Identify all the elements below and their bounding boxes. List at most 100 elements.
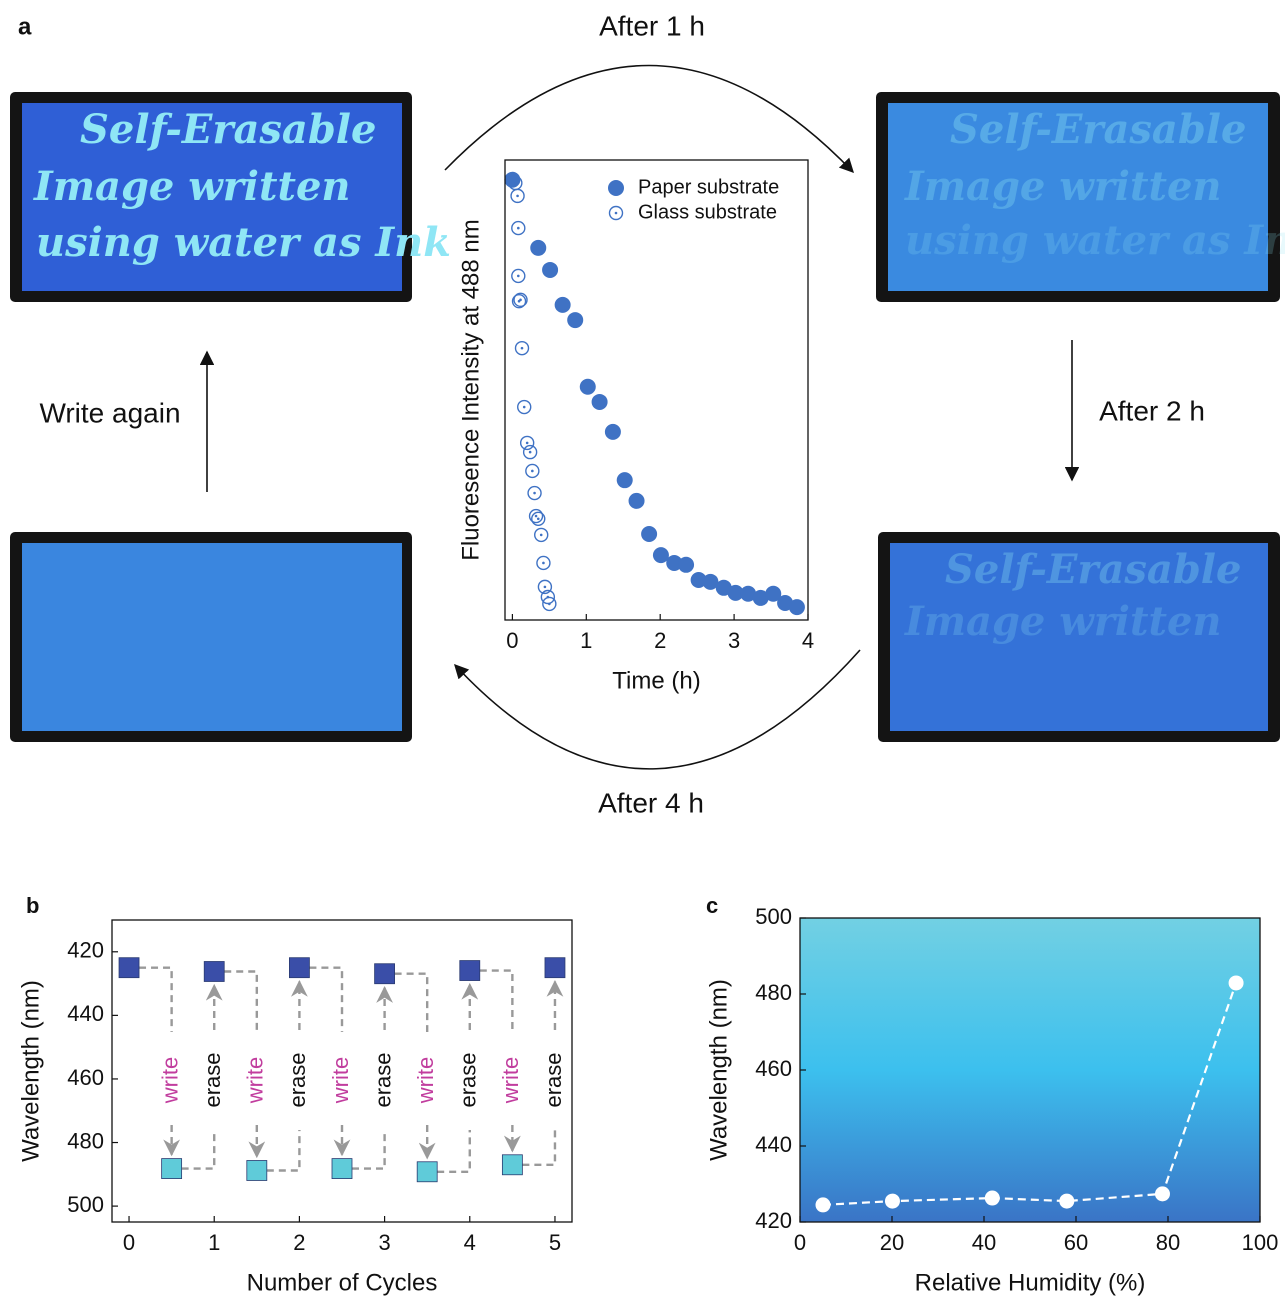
marker-ring: [514, 340, 530, 356]
photo-text: Image written: [904, 598, 1221, 645]
plot-background: [800, 918, 1260, 1222]
marker-dot: [516, 194, 519, 198]
marker-dot: [539, 533, 543, 537]
marker: [815, 1197, 831, 1213]
line: [822, 982, 1238, 1206]
erase-label: erase: [200, 1052, 225, 1107]
photo-text: Self-Erasable: [80, 106, 376, 153]
y-tick-label: 440: [755, 1132, 792, 1157]
photo-text: Image written: [33, 163, 350, 210]
marker-ring: [517, 399, 532, 415]
marker: [501, 1154, 523, 1176]
marker: [608, 180, 624, 196]
marker: [511, 268, 526, 284]
marker: [567, 312, 584, 329]
erase-label: erase: [285, 1052, 310, 1107]
marker: [517, 399, 532, 415]
marker: [984, 1190, 1000, 1206]
marker: [161, 1158, 183, 1179]
marker-dot: [522, 405, 526, 409]
x-axis-label: Time (h): [612, 667, 700, 694]
marker: [374, 963, 395, 985]
y-tick-label: 480: [755, 980, 792, 1005]
y-tick-label: 460: [755, 1056, 792, 1081]
marker: [666, 554, 683, 571]
marker-ring: [528, 508, 544, 524]
x-tick-label: 4: [802, 628, 814, 653]
marker-ring: [540, 589, 556, 605]
y-tick-label: 500: [67, 1192, 104, 1217]
marker-ring: [527, 485, 542, 501]
marker: [1228, 975, 1244, 991]
plot-frame: [799, 917, 1261, 1223]
marker-dot: [534, 514, 538, 518]
marker: [528, 508, 544, 524]
marker: [416, 1161, 438, 1183]
y-tick-label: 480: [67, 1128, 104, 1153]
marker: [740, 585, 757, 602]
marker: [604, 423, 621, 440]
marker-dot: [548, 602, 551, 606]
marker-ring: [542, 596, 557, 612]
marker-ring: [536, 555, 551, 571]
x-tick-label: 2: [293, 1230, 305, 1255]
x-tick-label: 100: [1242, 1230, 1279, 1255]
x-tick-label: 5: [549, 1230, 561, 1255]
cycle-arrow: [444, 64, 854, 174]
y-tick-label: 500: [755, 904, 792, 929]
y-tick-label: 460: [67, 1065, 104, 1090]
x-tick-label: 1: [208, 1230, 220, 1255]
x-axis-label: Number of Cycles: [247, 1269, 438, 1296]
marker: [531, 511, 546, 526]
y-axis-label: Fluoresence Intensity at 488 nm: [457, 219, 484, 561]
legend-label: Glass substrate: [638, 201, 777, 223]
marker: [527, 485, 542, 501]
marker: [591, 393, 608, 410]
marker-dot: [517, 226, 520, 230]
marker: [884, 1193, 900, 1209]
connector: [437, 1130, 471, 1173]
photo: [10, 532, 412, 742]
marker: [522, 444, 538, 460]
marker: [534, 527, 549, 543]
marker-dot: [528, 450, 532, 454]
plot-frame: [111, 919, 573, 1223]
panel-label: b: [26, 893, 39, 918]
marker: [788, 599, 805, 616]
marker: [519, 435, 535, 451]
panel-label: a: [18, 13, 32, 40]
marker: [289, 957, 310, 979]
marker-ring: [513, 292, 528, 308]
x-tick-label: 2: [654, 628, 666, 653]
marker: [727, 584, 744, 601]
marker-ring: [511, 220, 526, 236]
marker-dot: [520, 346, 524, 350]
marker-ring: [510, 188, 525, 204]
x-tick-label: 1: [580, 628, 592, 653]
photo: Self-Erasable Image written using water …: [876, 92, 1285, 302]
photo: Self-Erasable Image written using water …: [10, 92, 451, 302]
marker-dot: [536, 517, 540, 521]
y-tick-label: 420: [755, 1208, 792, 1233]
photo-text: using water as Ink: [905, 217, 1285, 264]
marker: [331, 1158, 353, 1179]
marker: [246, 1160, 268, 1181]
photo-text: Self-Erasable: [945, 546, 1241, 593]
marker: [542, 261, 559, 278]
marker-ring: [525, 463, 540, 479]
marker: [511, 294, 527, 309]
y-tick-label: 440: [67, 1001, 104, 1026]
cycle-label: After 2 h: [1099, 395, 1205, 426]
marker: [641, 525, 658, 542]
write-label: write: [243, 1057, 268, 1104]
marker: [544, 957, 566, 979]
photo-text: Self-Erasable: [950, 106, 1246, 153]
erase-label: erase: [370, 1052, 395, 1107]
marker-ring: [511, 268, 526, 284]
x-axis-label: Relative Humidity (%): [915, 1269, 1146, 1296]
x-tick-label: 0: [506, 628, 518, 653]
panel-label: c: [706, 893, 718, 918]
marker: [504, 171, 521, 188]
x-tick-label: 0: [123, 1230, 135, 1255]
marker-dot: [514, 181, 517, 185]
